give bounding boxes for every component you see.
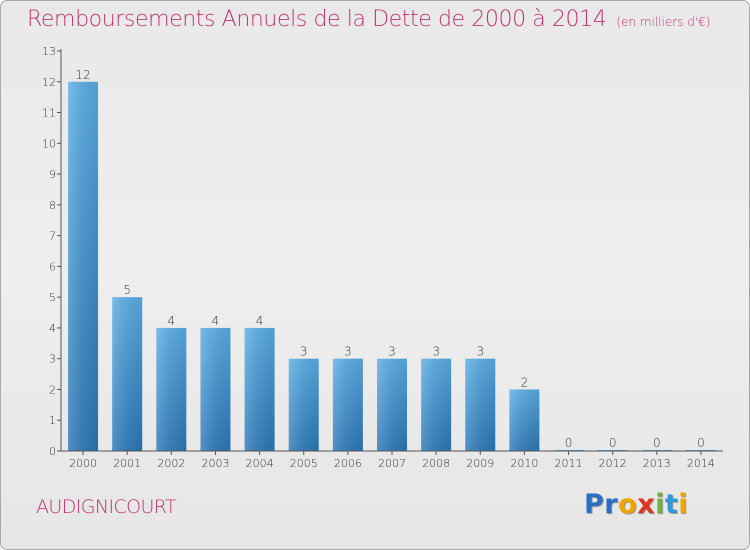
data-label: 3 xyxy=(300,345,308,359)
y-tick-label: 5 xyxy=(49,291,56,304)
logo-letter: i xyxy=(678,489,689,520)
bar-shade xyxy=(288,358,319,451)
x-tick-label: 2000 xyxy=(69,457,97,470)
data-label: 0 xyxy=(697,436,705,450)
x-tick-label: 2001 xyxy=(113,457,141,470)
proxiti-logo[interactable]: Proxiti xyxy=(584,489,688,520)
bar-shade xyxy=(200,327,231,451)
bar-shade xyxy=(377,358,407,451)
x-tick-label: 2006 xyxy=(334,457,362,470)
data-label: 3 xyxy=(432,345,440,359)
bar-shade xyxy=(332,358,363,451)
x-axis: 2000 2001 2002 2003 2004 2005 2006 2007 2008 2009… xyxy=(61,450,723,470)
x-tick-label: 2003 xyxy=(201,457,229,470)
logo-letter: i xyxy=(655,489,665,520)
logo-letter: r xyxy=(604,489,619,520)
bar-shade xyxy=(465,358,496,451)
x-tick-label: 2005 xyxy=(290,457,318,470)
data-label: 3 xyxy=(344,345,352,359)
data-label: 3 xyxy=(476,345,484,359)
y-tick-label: 0 xyxy=(49,445,56,458)
y-tick-label: 6 xyxy=(49,260,56,273)
bar-shade xyxy=(509,389,540,451)
chart-title: Remboursements Annuels de la Dette de 20… xyxy=(27,7,710,32)
logo-letter: t xyxy=(664,489,679,520)
data-label: 4 xyxy=(168,314,176,328)
data-label: 4 xyxy=(212,314,220,328)
x-tick-label: 2014 xyxy=(687,457,715,470)
logo-letter: x xyxy=(637,489,656,520)
x-tick-label: 2011 xyxy=(555,457,583,470)
x-tick-label: 2004 xyxy=(246,457,274,470)
bar-shade xyxy=(244,327,275,451)
y-tick-label: 4 xyxy=(49,322,56,335)
data-label: 12 xyxy=(75,68,90,82)
y-tick-label: 1 xyxy=(49,414,56,427)
y-tick-label: 11 xyxy=(42,107,56,120)
y-tick-label: 10 xyxy=(42,137,56,150)
data-label: 2 xyxy=(521,375,529,389)
x-tick-label: 2002 xyxy=(157,457,185,470)
y-tick-label: 3 xyxy=(49,353,56,366)
y-tick-label: 9 xyxy=(49,168,56,181)
y-tick-label: 12 xyxy=(42,76,56,89)
logo-letter: P xyxy=(584,489,605,520)
data-label: 4 xyxy=(256,314,264,328)
x-tick-label: 2009 xyxy=(466,457,494,470)
bars: 12 5 4 4 4 3 3 3 3 3 2 0 0 0 0 xyxy=(68,68,716,452)
x-tick-label: 2008 xyxy=(422,457,450,470)
chart-subtitle: (en milliers d'€) xyxy=(616,15,711,29)
y-tick-label: 7 xyxy=(49,230,56,243)
data-label: 0 xyxy=(653,436,661,450)
data-label: 0 xyxy=(565,436,573,450)
data-label: 5 xyxy=(123,283,131,297)
chart-title-text: Remboursements Annuels de la Dette de 20… xyxy=(27,7,607,32)
y-tick-label: 2 xyxy=(49,383,56,396)
x-tick-label: 2013 xyxy=(643,457,671,470)
x-tick-label: 2010 xyxy=(510,457,538,470)
data-label: 0 xyxy=(609,436,617,450)
bar-shade xyxy=(112,297,143,451)
y-tick-label: 8 xyxy=(49,199,56,212)
x-tick-label: 2007 xyxy=(378,457,406,470)
commune-name: AUDIGNICOURT xyxy=(36,496,177,518)
x-tick-label: 2012 xyxy=(599,457,627,470)
y-tick-label: 13 xyxy=(42,45,56,58)
bar-shade xyxy=(421,358,452,451)
bar-shade xyxy=(68,81,99,452)
bar-shade xyxy=(156,327,187,451)
logo-letter: o xyxy=(618,489,638,520)
data-label: 3 xyxy=(388,345,396,359)
